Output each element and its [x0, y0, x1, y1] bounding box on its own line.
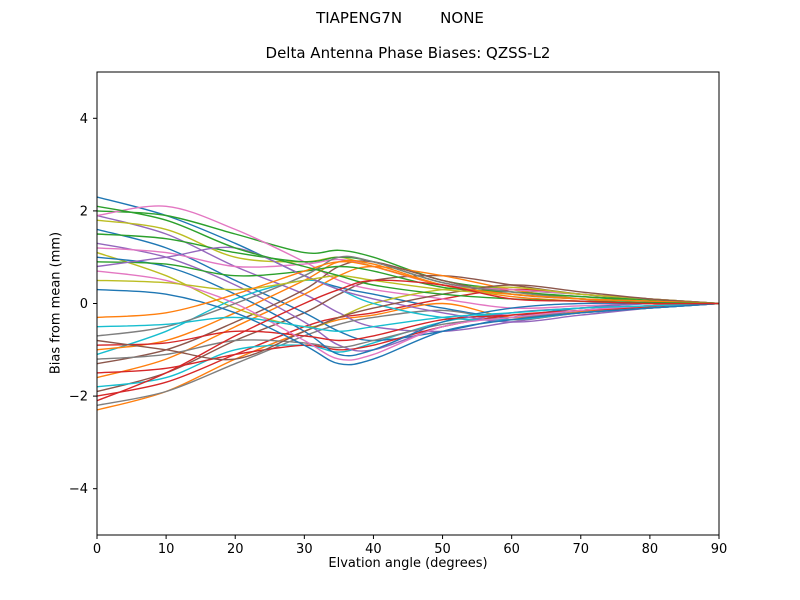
svg-text:−2: −2 — [69, 390, 88, 405]
svg-text:−4: −4 — [69, 482, 88, 497]
chart-title: Delta Antenna Phase Biases: QZSS-L2 — [265, 44, 551, 62]
svg-text:60: 60 — [503, 542, 520, 557]
figure-suptitle: TIAPENG7N NONE — [316, 9, 484, 27]
x-axis-label: Elvation angle (degrees) — [328, 556, 488, 571]
svg-text:0: 0 — [93, 542, 101, 557]
svg-text:10: 10 — [158, 542, 175, 557]
y-axis-label: Bias from mean (mm) — [48, 231, 64, 375]
svg-text:70: 70 — [573, 542, 590, 557]
svg-text:90: 90 — [711, 542, 728, 557]
svg-text:20: 20 — [227, 542, 244, 557]
svg-text:4: 4 — [80, 112, 88, 127]
svg-text:80: 80 — [642, 542, 659, 557]
svg-text:30: 30 — [296, 542, 313, 557]
svg-text:2: 2 — [80, 204, 88, 219]
svg-text:0: 0 — [80, 297, 88, 312]
svg-text:40: 40 — [365, 542, 382, 557]
svg-text:50: 50 — [434, 542, 451, 557]
